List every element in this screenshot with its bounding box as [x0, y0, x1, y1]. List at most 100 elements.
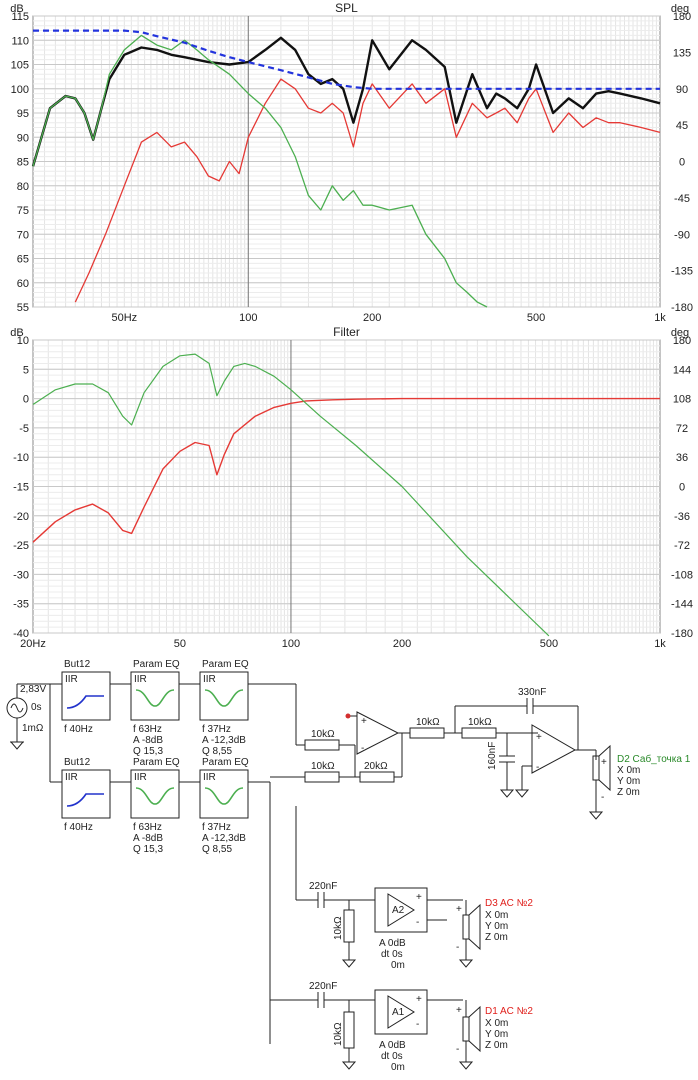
resistor-r-in2[interactable]	[304, 771, 340, 783]
a1-speaker-name: D1 AC №2	[485, 1006, 533, 1017]
block-title: Param EQ	[202, 659, 249, 670]
y-tick-label: -40	[13, 628, 29, 640]
sub-speaker-z: Z 0m	[617, 787, 640, 798]
resistor-a2[interactable]	[343, 909, 355, 943]
chart-title: SPL	[335, 1, 358, 15]
block-param: Q 15,3	[133, 746, 163, 757]
row2-block-1[interactable]	[61, 769, 111, 819]
a2-res-label: 10kΩ	[333, 916, 344, 940]
block-title: Param EQ	[202, 757, 249, 768]
block-type: IIR	[65, 772, 78, 783]
ground-icon	[588, 811, 604, 820]
y2-tick-label: 90	[676, 84, 688, 96]
ground-icon	[9, 741, 25, 750]
block-title: Param EQ	[133, 659, 180, 670]
spl-chart-panel: 115 110 105 100 95 90 85 80 75 70 65 60 55 180 135 90 45…	[0, 0, 698, 322]
sub-speaker-name: D2 Саб_точка 1	[617, 753, 691, 765]
amp-a1[interactable]	[374, 989, 428, 1035]
r-fb-label: 20kΩ	[364, 761, 388, 772]
y-tick-label: 75	[17, 205, 29, 217]
y-tick-label: 10	[17, 335, 29, 347]
resistor-r-in1[interactable]	[304, 739, 340, 751]
y-tick-label: 55	[17, 302, 29, 314]
a2-cap-label: 220nF	[309, 881, 337, 892]
series-line-3	[33, 29, 660, 90]
a1-amp-label: A1	[392, 1007, 405, 1018]
x-tick-label: 100	[239, 312, 257, 322]
y-tick-label: 90	[17, 132, 29, 144]
opamp2-plus: +	[536, 732, 542, 743]
speaker-a1[interactable]	[462, 1016, 470, 1042]
opamp-lowpass[interactable]	[531, 724, 577, 774]
y2-tick-label: -180	[671, 302, 693, 314]
y-tick-label: 100	[11, 84, 29, 96]
a1-speaker-y: Y 0m	[485, 1029, 508, 1040]
block-param: f 63Hz	[133, 724, 162, 735]
row2-block-2[interactable]	[130, 769, 180, 819]
ground-icon	[341, 959, 357, 968]
y-tick-label: 105	[11, 60, 29, 72]
y-tick-label: -20	[13, 511, 29, 523]
x-tick-label: 200	[363, 312, 381, 322]
block-title: Param EQ	[133, 757, 180, 768]
y2-tick-label: 0	[679, 157, 685, 169]
opamp-summing[interactable]	[356, 711, 400, 755]
a2-speaker-minus: -	[456, 942, 459, 953]
opamp1-minus: -	[361, 743, 364, 754]
x-tick-label: 20Hz	[20, 638, 46, 650]
y2-tick-label: 0	[679, 482, 685, 494]
y-tick-label: 110	[11, 35, 29, 47]
filter-chart-panel: 10 5 0 -5 -10 -15 -20 -25 -30 -35 -40 180 144 108 72 36…	[0, 324, 698, 656]
opamp2-minus: -	[536, 762, 539, 773]
block-title: But12	[64, 757, 91, 768]
y2-tick-label: 72	[676, 423, 688, 435]
block-param: Q 15,3	[133, 844, 163, 855]
block-type: IIR	[203, 772, 216, 783]
a2-plus: +	[416, 892, 422, 903]
a2-gain: A 0dB	[379, 938, 406, 949]
series-line-2	[32, 34, 488, 308]
y-tick-label: -10	[13, 452, 29, 464]
schematic-panel: 2,83V 0s 1mΩ But12 IIR f 40Hz Param EQ I…	[0, 656, 698, 1080]
block-type: IIR	[134, 674, 147, 685]
ground-icon	[458, 959, 474, 968]
y-tick-label: -35	[13, 599, 29, 611]
y-tick-label: -25	[13, 540, 29, 552]
resistor-a1[interactable]	[343, 1011, 355, 1049]
resistor-r-fb[interactable]	[359, 771, 395, 783]
speaker-a2[interactable]	[462, 914, 470, 940]
resistor-r-s1[interactable]	[409, 727, 445, 739]
y2-tick-label: -135	[671, 266, 693, 278]
a1-speaker-z: Z 0m	[485, 1040, 508, 1051]
amp-a2[interactable]	[374, 887, 428, 933]
notch-icon	[204, 689, 244, 707]
y2-tick-label: 180	[673, 11, 691, 23]
block-param: f 63Hz	[133, 822, 162, 833]
row1-block-3[interactable]	[199, 671, 249, 721]
x-tick-label: 500	[527, 312, 545, 322]
x-tick-label: 50	[174, 638, 186, 650]
highpass-icon	[66, 793, 104, 807]
block-param: Q 8,55	[202, 844, 232, 855]
row2-block-3[interactable]	[199, 769, 249, 819]
block-param: A -8dB	[133, 735, 163, 746]
a2-amp-label: A2	[392, 905, 405, 916]
resistor-r-s2[interactable]	[461, 727, 497, 739]
y-tick-label: 0	[23, 394, 29, 406]
row1-block-1[interactable]	[61, 671, 111, 721]
ground-icon	[341, 1061, 357, 1070]
y-tick-label: 65	[17, 254, 29, 266]
a2-dt: dt 0s	[381, 949, 403, 960]
notch-icon	[204, 787, 244, 805]
r-s1-label: 10kΩ	[416, 717, 440, 728]
block-type: IIR	[134, 772, 147, 783]
a1-speaker-plus: +	[456, 1005, 462, 1016]
a1-cap-label: 220nF	[309, 981, 337, 992]
block-type: IIR	[203, 674, 216, 685]
y2-tick-label: -144	[671, 599, 693, 611]
a1-minus: -	[416, 1019, 419, 1030]
sub-speaker-x: X 0m	[617, 765, 640, 776]
highpass-icon	[66, 695, 104, 709]
a2-extra: 0m	[391, 960, 405, 971]
row1-block-2[interactable]	[130, 671, 180, 721]
